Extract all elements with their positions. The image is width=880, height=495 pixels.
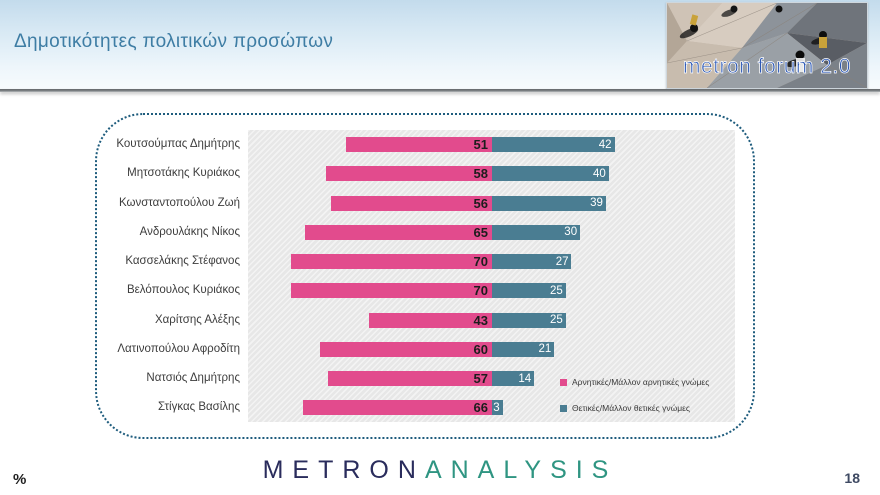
legend-label-negative: Αρνητικές/Μάλλον αρνητικές γνώμες [572, 377, 710, 387]
negative-value: 65 [473, 224, 488, 240]
positive-value: 14 [518, 372, 532, 385]
header-divider [0, 89, 880, 92]
metron-forum-label: metron forum 2.0 [683, 55, 851, 78]
negative-bar: 58 [325, 166, 492, 182]
category-label: Λατινοπούλου Αφροδίτη [117, 342, 240, 355]
positive-value: 39 [590, 197, 603, 209]
percent-unit-label: % [13, 471, 27, 488]
legend-label-positive: Θετικές/Μάλλον θετικές γνώμες [572, 403, 691, 413]
legend-item-positive: Θετικές/Μάλλον θετικές γνώμες [560, 401, 690, 415]
negative-value: 60 [473, 341, 488, 357]
positive-value: 27 [555, 255, 569, 268]
positive-value: 25 [549, 284, 563, 297]
negative-value: 70 [473, 254, 488, 269]
category-label: Βελόπουλος Κυριάκος [126, 284, 240, 297]
negative-bar: 70 [291, 283, 492, 299]
positive-bar: 21 [492, 341, 555, 357]
metron-analysis-logo: METRONANALYSIS [0, 456, 880, 485]
negative-bar: 65 [305, 224, 492, 240]
negative-value: 56 [473, 195, 488, 211]
negative-bar: 66 [302, 400, 492, 416]
page-title: Δημοτικότητες πολιτικών προσώπων [14, 31, 334, 52]
positive-bar: 27 [492, 254, 572, 269]
page-number: 18 [844, 470, 860, 486]
chart-panel-border [95, 113, 755, 439]
category-label: Κασσελάκης Στέφανος [125, 255, 240, 267]
metron-forum-logo: metron forum 2.0 [666, 2, 868, 89]
category-label: Κουτσούμπας Δημήτρης [116, 138, 240, 150]
positive-value: 3 [493, 401, 500, 414]
pedestrian-figures [679, 5, 827, 72]
category-label: Νατσιός Δημήτρης [146, 372, 240, 384]
positive-value: 42 [598, 138, 612, 151]
positive-bar: 3 [492, 400, 503, 416]
negative-value: 58 [473, 166, 488, 182]
positive-bar: 25 [492, 283, 566, 299]
negative-value: 57 [473, 371, 488, 386]
positive-value: 40 [593, 167, 606, 180]
negative-bar: 70 [291, 254, 492, 269]
category-label: Στίγκας Βασίλης [157, 401, 240, 414]
positive-bar: 14 [492, 371, 535, 386]
category-label: Ανδρουλάκης Νίκος [139, 225, 240, 238]
negative-bar: 43 [368, 312, 492, 328]
brand-analysis: ANALYSIS [424, 456, 618, 484]
negative-bar: 60 [319, 341, 492, 357]
legend-swatch-negative [560, 378, 567, 386]
positive-bar: 42 [492, 137, 615, 152]
positive-bar: 40 [492, 166, 609, 182]
category-label: Μητσοτάκης Κυριάκος [127, 167, 240, 180]
positive-value: 25 [549, 314, 563, 326]
negative-value: 66 [473, 400, 488, 416]
category-label: Κωνσταντοπούλου Ζωή [118, 196, 240, 209]
negative-bar: 51 [345, 137, 492, 152]
brand-metron: METRON [262, 456, 425, 484]
negative-value: 43 [473, 312, 488, 328]
negative-bar: 57 [328, 371, 492, 386]
negative-value: 51 [473, 137, 488, 152]
legend-item-negative: Αρνητικές/Μάλλον αρνητικές γνώμες [560, 375, 709, 389]
positive-value: 21 [538, 343, 552, 356]
negative-value: 70 [473, 283, 488, 299]
metron-forum-photo: metron forum 2.0 [667, 3, 867, 88]
category-label: Χαρίτσης Αλέξης [154, 313, 240, 326]
positive-bar: 25 [492, 312, 566, 328]
positive-value: 30 [564, 226, 578, 239]
positive-bar: 39 [492, 195, 606, 211]
negative-bar: 56 [331, 195, 492, 211]
legend-swatch-positive [560, 404, 567, 412]
positive-bar: 30 [492, 224, 581, 240]
